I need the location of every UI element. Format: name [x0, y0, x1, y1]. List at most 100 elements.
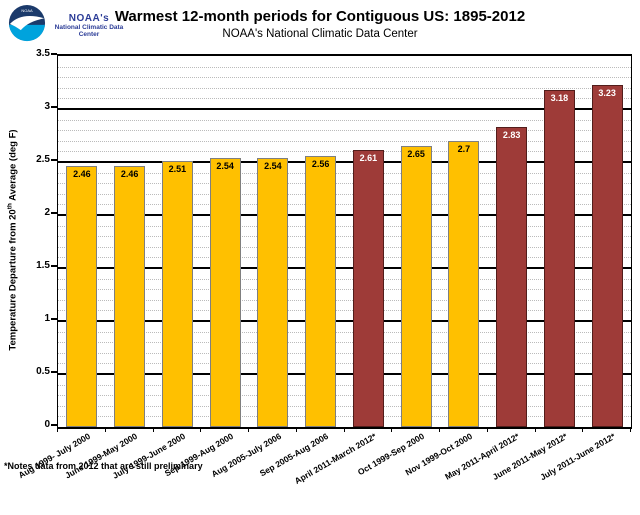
bar-value-label: 2.46: [73, 169, 91, 180]
gridline-minor: [58, 299, 631, 301]
y-tick-mark: [51, 318, 57, 320]
gridline-minor: [58, 204, 631, 206]
gridline-minor: [58, 130, 631, 132]
bar: 2.65: [400, 146, 432, 427]
y-tick-mark: [51, 265, 57, 267]
y-tick-mark: [51, 371, 57, 373]
plot-area: 2.46 2.46 2.51 2.54 2.54 2.56 2.61 2.65 2.7 2.83 3…: [57, 54, 632, 429]
x-tick-mark: [582, 427, 584, 432]
gridline-minor: [58, 289, 631, 291]
x-tick-mark: [534, 427, 536, 432]
noaa-logo: NOAA: [8, 4, 46, 42]
gridline-minor: [58, 119, 631, 121]
gridline-major: [58, 108, 631, 110]
chart: 2.46 2.46 2.51 2.54 2.54 2.56 2.61 2.65 2.7 2.83 3…: [7, 48, 632, 486]
org-block: NOAA's National Climatic Data Center: [44, 13, 134, 38]
gridline-minor: [58, 384, 631, 386]
bar: 2.83: [496, 127, 528, 427]
x-tick-mark: [104, 427, 106, 432]
gridline-minor: [58, 98, 631, 100]
gridline-minor: [58, 77, 631, 79]
y-tick-label: 3: [44, 101, 50, 112]
gridline-minor: [58, 405, 631, 407]
x-tick-mark: [295, 427, 297, 432]
x-tick-mark: [57, 427, 58, 432]
y-tick-label: 0.5: [36, 366, 50, 377]
gridline-minor: [58, 225, 631, 227]
org-subtitle: National Climatic Data Center: [54, 24, 124, 39]
gridline-minor: [58, 151, 631, 153]
bar: 3.23: [591, 84, 623, 427]
x-tick-mark: [248, 427, 249, 432]
gridline-minor: [58, 140, 631, 142]
y-tick-mark: [51, 159, 57, 161]
gridline-major: [58, 373, 631, 375]
gridline-minor: [58, 416, 631, 418]
bar: 2.61: [352, 150, 384, 427]
bar-value-label: 2.7: [457, 143, 471, 154]
y-tick-label: 2.5: [36, 154, 50, 165]
y-tick-mark: [51, 212, 57, 214]
org-name: NOAA's: [68, 13, 110, 24]
y-tick-mark: [51, 106, 57, 108]
x-tick-mark: [152, 427, 154, 432]
bar: 2.46: [66, 166, 98, 427]
bar: 3.18: [543, 89, 575, 427]
x-tick-mark: [630, 427, 631, 432]
gridline-minor: [58, 66, 631, 68]
gridline-minor: [58, 257, 631, 259]
chart-title: Warmest 12-month periods for Contiguous …: [114, 8, 526, 25]
bar-value-label: 2.54: [264, 160, 282, 171]
x-tick-mark: [391, 427, 393, 432]
bar-value-label: 3.18: [550, 92, 569, 103]
gridline-major: [58, 320, 631, 322]
bar-value-label: 2.56: [311, 158, 330, 169]
bar-value-label: 2.83: [502, 130, 521, 141]
x-tick-mark: [486, 427, 488, 432]
y-tick-label: 1.5: [36, 260, 50, 271]
gridline-minor: [58, 172, 631, 174]
y-tick-mark: [51, 424, 57, 426]
chart-subtitle: NOAA's National Climatic Data Center: [222, 28, 418, 40]
gridline-minor: [58, 342, 631, 344]
footnote: *Notes data from 2012 that are still pre…: [4, 461, 203, 471]
bar-value-label: 2.46: [120, 169, 139, 180]
bar: 2.51: [161, 160, 193, 427]
y-tick-label: 3.5: [36, 48, 50, 59]
gridline-minor: [58, 236, 631, 238]
gridline-minor: [58, 278, 631, 280]
y-tick-label: 0: [44, 419, 50, 430]
gridline-minor: [58, 395, 631, 397]
gridline-minor: [58, 246, 631, 248]
y-tick-label: 1: [44, 313, 50, 324]
gridline-minor: [58, 183, 631, 185]
x-tick-mark: [343, 427, 345, 432]
gridline-major: [58, 267, 631, 269]
svg-text:NOAA: NOAA: [21, 8, 33, 13]
bar-value-label: 2.65: [407, 149, 425, 160]
bar-value-label: 2.54: [216, 160, 234, 171]
x-tick-mark: [200, 427, 202, 432]
bar: 2.54: [257, 157, 289, 427]
bar: 2.7: [448, 140, 480, 427]
y-tick-label: 2: [44, 207, 50, 218]
gridline-minor: [58, 310, 631, 312]
bar-value-label: 3.23: [598, 87, 616, 98]
gridline-minor: [58, 352, 631, 354]
noaa-logo-icon: NOAA: [8, 4, 46, 42]
bar-value-label: 2.51: [168, 163, 187, 174]
bar: 2.54: [209, 157, 241, 427]
gridline-major: [58, 214, 631, 216]
y-axis-title-post: Average (deg F): [7, 129, 19, 204]
gridline-minor: [58, 87, 631, 89]
x-tick-mark: [439, 427, 440, 432]
gridline-minor: [58, 331, 631, 333]
gridline-major: [58, 161, 631, 163]
bar: 2.46: [114, 166, 146, 427]
gridline-minor: [58, 193, 631, 195]
bar-value-label: 2.61: [359, 153, 378, 164]
y-tick-mark: [51, 53, 57, 55]
y-axis-title-pre: Temperature Departure from 20: [7, 209, 19, 351]
bar: 2.56: [305, 155, 337, 427]
gridline-minor: [58, 363, 631, 365]
